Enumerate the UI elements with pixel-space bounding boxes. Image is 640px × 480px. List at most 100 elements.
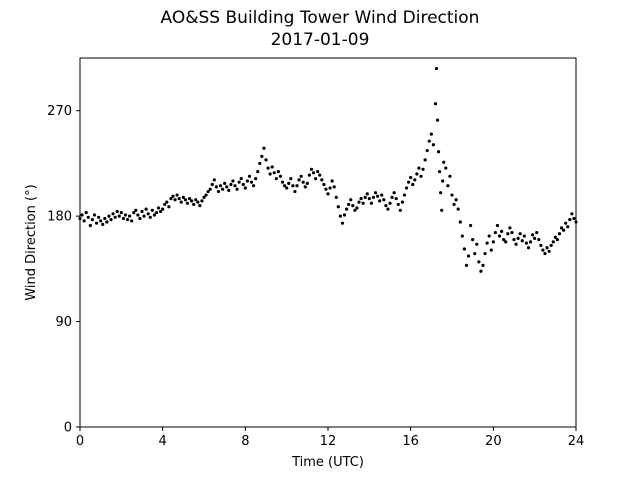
data-point bbox=[128, 214, 132, 218]
data-point bbox=[359, 196, 363, 201]
data-point bbox=[441, 179, 445, 183]
data-point bbox=[553, 235, 557, 239]
data-point bbox=[407, 180, 411, 184]
data-point bbox=[376, 194, 380, 198]
data-point bbox=[136, 213, 140, 217]
data-point bbox=[270, 165, 274, 169]
data-point bbox=[355, 206, 359, 210]
data-point bbox=[299, 174, 303, 178]
data-point bbox=[419, 174, 423, 178]
data-point bbox=[235, 187, 239, 191]
data-point bbox=[347, 202, 351, 207]
data-point bbox=[342, 213, 347, 217]
data-point bbox=[568, 218, 572, 222]
data-point bbox=[336, 205, 340, 209]
data-point bbox=[165, 200, 169, 204]
data-point bbox=[557, 232, 562, 236]
data-point bbox=[144, 207, 148, 211]
data-point bbox=[239, 177, 243, 181]
data-point bbox=[233, 184, 237, 188]
x-tick-label: 0 bbox=[76, 434, 84, 449]
data-point bbox=[475, 242, 479, 246]
data-point bbox=[316, 170, 320, 174]
data-point bbox=[487, 234, 491, 238]
data-point bbox=[229, 182, 233, 187]
data-point bbox=[483, 252, 487, 256]
data-point bbox=[466, 254, 471, 258]
data-point bbox=[373, 191, 378, 195]
data-point bbox=[101, 222, 105, 226]
data-point bbox=[99, 219, 103, 223]
data-point bbox=[200, 199, 204, 203]
data-point bbox=[388, 201, 392, 205]
data-point bbox=[522, 234, 526, 238]
x-tick-label: 20 bbox=[485, 434, 502, 449]
y-tick-label: 180 bbox=[47, 210, 72, 225]
data-point bbox=[167, 205, 171, 209]
data-point bbox=[485, 241, 489, 245]
data-point bbox=[119, 211, 123, 215]
data-point bbox=[564, 221, 568, 225]
data-point bbox=[477, 260, 481, 264]
data-point bbox=[175, 193, 179, 197]
data-point bbox=[489, 248, 493, 252]
data-point bbox=[274, 177, 278, 181]
data-point bbox=[384, 204, 388, 208]
data-point bbox=[390, 195, 394, 199]
data-point bbox=[82, 219, 86, 223]
data-point bbox=[287, 181, 291, 185]
x-tick-label: 8 bbox=[241, 434, 249, 449]
data-point bbox=[262, 146, 266, 150]
data-point bbox=[314, 177, 318, 181]
x-axis-label: Time (UTC) bbox=[291, 455, 364, 470]
data-point bbox=[409, 175, 413, 180]
data-point bbox=[268, 172, 272, 176]
x-tick-label: 4 bbox=[159, 434, 167, 449]
data-point bbox=[117, 214, 121, 218]
data-point bbox=[442, 160, 446, 164]
data-point bbox=[566, 225, 570, 229]
data-point bbox=[309, 167, 314, 171]
data-point bbox=[433, 102, 438, 106]
data-point bbox=[171, 194, 175, 198]
data-point bbox=[400, 200, 404, 204]
data-point bbox=[318, 173, 322, 177]
data-point bbox=[365, 192, 369, 196]
data-point bbox=[297, 178, 301, 182]
data-point bbox=[338, 214, 342, 218]
data-point bbox=[562, 228, 566, 232]
data-point bbox=[436, 150, 441, 154]
x-tick-label: 16 bbox=[402, 434, 419, 449]
data-point bbox=[150, 208, 154, 212]
data-point bbox=[241, 182, 245, 187]
data-point bbox=[446, 184, 450, 188]
data-point bbox=[190, 199, 194, 203]
data-point bbox=[434, 66, 439, 71]
data-point bbox=[260, 154, 264, 158]
data-point bbox=[202, 195, 206, 199]
data-point bbox=[214, 185, 218, 189]
data-point bbox=[427, 139, 431, 143]
data-point bbox=[86, 215, 90, 219]
data-point bbox=[289, 177, 293, 181]
data-point bbox=[413, 178, 417, 182]
data-point bbox=[514, 242, 518, 246]
data-point bbox=[549, 243, 553, 248]
data-point bbox=[512, 237, 516, 242]
chart-subtitle: 2017-01-09 bbox=[270, 30, 370, 50]
data-point bbox=[524, 241, 529, 245]
data-point bbox=[378, 199, 382, 203]
data-point bbox=[392, 191, 396, 195]
data-point bbox=[448, 174, 452, 178]
data-point bbox=[535, 230, 539, 235]
data-point bbox=[256, 170, 260, 174]
data-point bbox=[113, 215, 117, 219]
data-point bbox=[293, 189, 297, 194]
data-point bbox=[192, 202, 196, 207]
data-point bbox=[351, 204, 355, 208]
data-point bbox=[382, 198, 386, 202]
data-point bbox=[528, 240, 533, 244]
data-point bbox=[247, 174, 252, 178]
